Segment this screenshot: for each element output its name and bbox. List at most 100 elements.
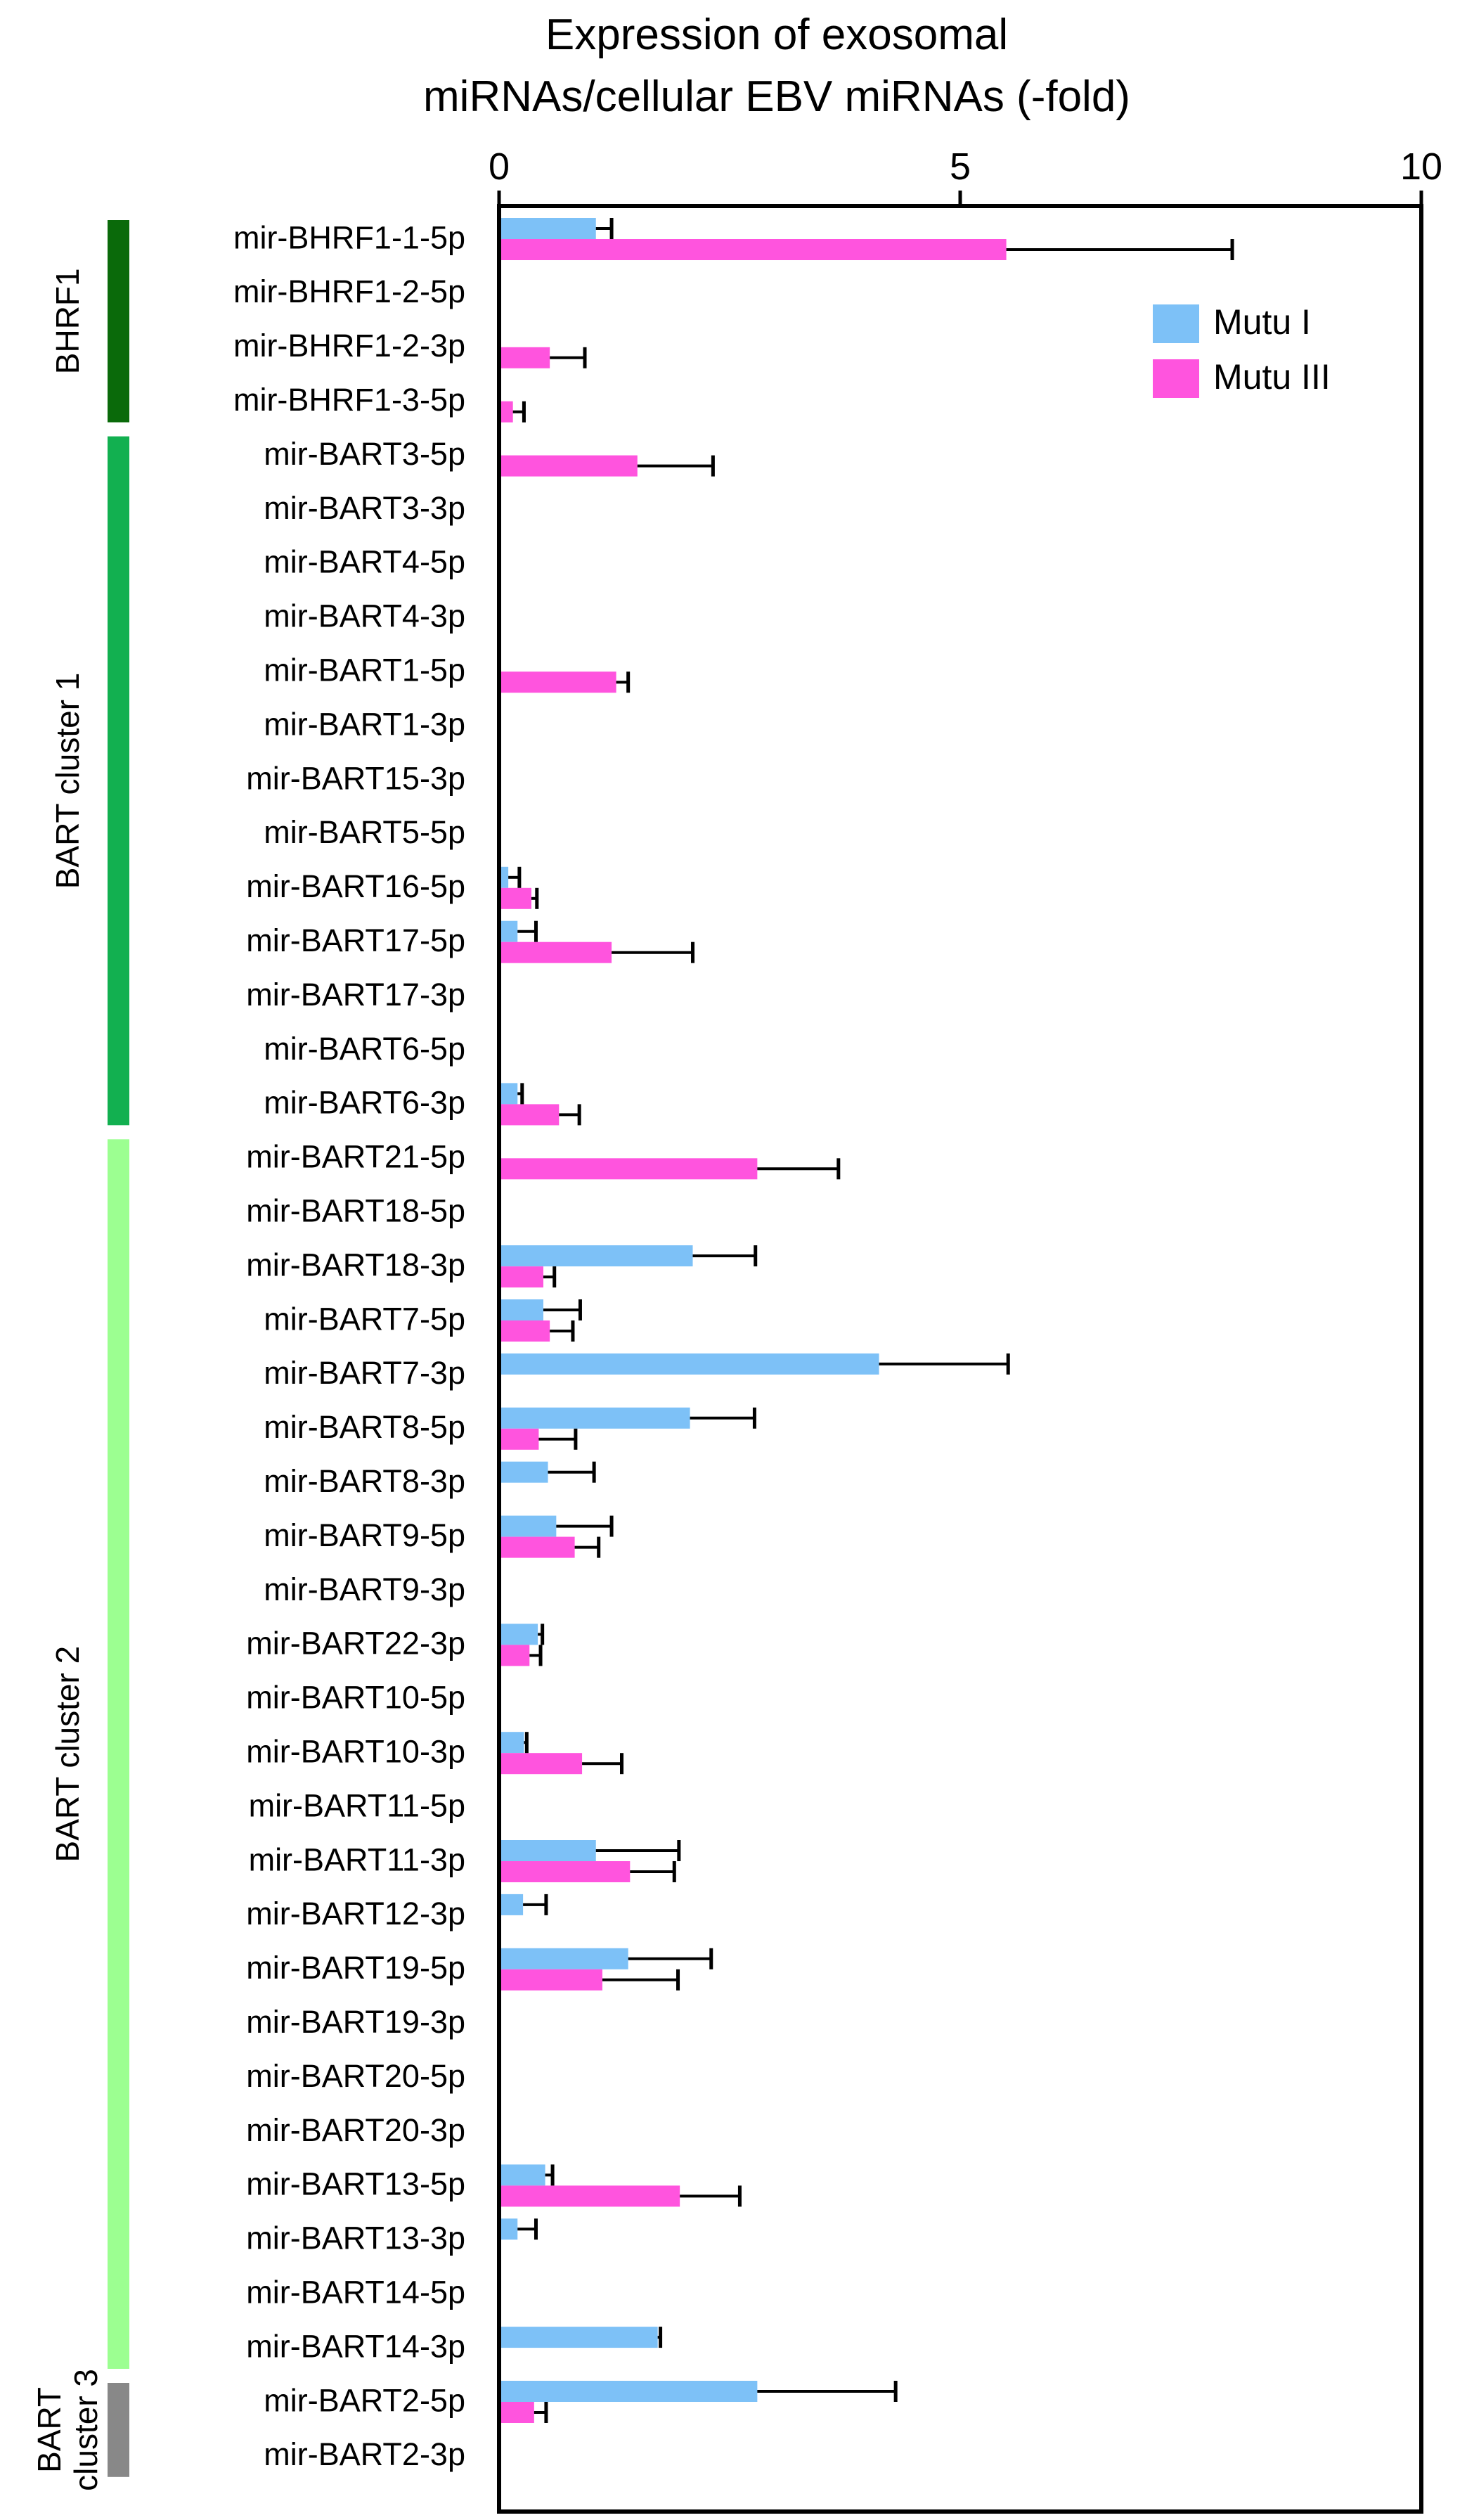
error-bar-mutu-i-mir-bart8-3p xyxy=(548,1461,596,1483)
bar-mutu-iii-mir-bhrf1-1-5p xyxy=(499,239,1007,260)
error-bar-mutu-i-mir-bart13-5p xyxy=(545,2164,555,2186)
bar-mutu-iii-mir-bhrf1-3-5p xyxy=(499,401,513,423)
category-label-mir-bart17-3p: mir-BART17-3p xyxy=(246,977,465,1012)
bar-mutu-i-mir-bart18-3p xyxy=(499,1245,693,1267)
legend-item-mutu-i: Mutu I xyxy=(1153,302,1311,343)
category-label-mir-bart3-5p: mir-BART3-5p xyxy=(264,436,465,472)
bar-mutu-i-mir-bart8-5p xyxy=(499,1407,690,1429)
plot-axes: 0 5 10 xyxy=(489,146,1442,2514)
bar-mutu-iii-mir-bart19-5p xyxy=(499,1969,602,1991)
error-bar-mutu-iii-mir-bart6-3p xyxy=(559,1104,581,1126)
bar-mutu-i-mir-bhrf1-1-5p xyxy=(499,218,596,239)
error-bar-mutu-iii-mir-bart21-5p xyxy=(757,1158,841,1180)
bar-mutu-i-mir-bart7-3p xyxy=(499,1353,879,1375)
error-bars xyxy=(508,218,1234,2423)
bar-mutu-iii-mir-bart16-5p xyxy=(499,887,531,909)
category-label-mir-bart1-5p: mir-BART1-5p xyxy=(264,652,465,688)
category-label-mir-bart13-3p: mir-BART13-3p xyxy=(246,2220,465,2256)
category-label-mir-bart14-3p: mir-BART14-3p xyxy=(246,2328,465,2364)
category-label-mir-bart9-3p: mir-BART9-3p xyxy=(264,1571,465,1607)
error-bar-mutu-i-mir-bart17-5p xyxy=(517,920,538,942)
bar-mutu-i-mir-bart6-3p xyxy=(499,1083,518,1105)
error-bar-mutu-i-mir-bart11-3p xyxy=(595,1840,681,1861)
bar-mutu-iii-mir-bhrf1-2-3p xyxy=(499,347,550,368)
bar-mutu-iii-mir-bart10-3p xyxy=(499,1753,583,1775)
error-bar-mutu-iii-mir-bart22-3p xyxy=(529,1645,543,1666)
category-label-mir-bart11-5p: mir-BART11-5p xyxy=(249,1787,465,1823)
group-bar-bart-cluster-1 xyxy=(108,436,129,1126)
bar-mutu-i-mir-bart13-3p xyxy=(499,2218,518,2240)
error-bar-mutu-iii-mir-bhrf1-3-5p xyxy=(512,401,526,423)
chart-title-line-1: Expression of exosomal xyxy=(545,11,1008,59)
error-bar-mutu-iii-mir-bart10-3p xyxy=(582,1753,623,1775)
bar-mutu-iii-mir-bart18-3p xyxy=(499,1266,543,1288)
chart-title-line-2: miRNAs/cellular EBV miRNAs (-fold) xyxy=(423,72,1130,121)
legend-item-mutu-iii: Mutu III xyxy=(1153,357,1331,398)
group-label-cluster-3: cluster 3 xyxy=(67,2369,104,2491)
category-label-mir-bart9-5p: mir-BART9-5p xyxy=(264,1517,465,1553)
error-bar-mutu-i-mir-bart12-3p xyxy=(523,1894,548,1915)
category-label-mir-bart19-3p: mir-BART19-3p xyxy=(246,2004,465,2040)
bar-mutu-i-mir-bart9-5p xyxy=(499,1515,557,1537)
error-bar-mutu-iii-mir-bart18-3p xyxy=(543,1266,557,1288)
category-label-mir-bart22-3p: mir-BART22-3p xyxy=(246,1626,465,1661)
bar-mutu-iii-mir-bart8-5p xyxy=(499,1428,539,1450)
category-label-mir-bhrf1-1-5p: mir-BHRF1-1-5p xyxy=(233,219,465,255)
bar-mutu-i-mir-bart17-5p xyxy=(499,920,518,942)
category-label-mir-bart7-3p: mir-BART7-3p xyxy=(264,1355,465,1391)
category-label-mir-bhrf1-2-5p: mir-BHRF1-2-5p xyxy=(233,274,465,309)
category-label-mir-bart8-5p: mir-BART8-5p xyxy=(264,1409,465,1445)
error-bar-mutu-i-mir-bart10-3p xyxy=(524,1732,529,1754)
error-bar-mutu-iii-mir-bart3-5p xyxy=(637,455,715,477)
error-bar-mutu-i-mir-bart22-3p xyxy=(538,1624,545,1645)
category-label-mir-bart10-3p: mir-BART10-3p xyxy=(246,1734,465,1770)
category-label-mir-bart7-5p: mir-BART7-5p xyxy=(264,1301,465,1337)
error-bar-mutu-iii-mir-bart8-5p xyxy=(538,1428,578,1450)
error-bar-mutu-i-mir-bart18-3p xyxy=(692,1245,758,1267)
category-labels: mir-BHRF1-1-5p mir-BHRF1-2-5p mir-BHRF1-2-… xyxy=(233,219,465,2472)
chart-title: Expression of exosomal miRNAs/cellular E… xyxy=(423,11,1130,121)
bar-mutu-iii-mir-bart17-5p xyxy=(499,941,612,963)
category-label-mir-bart15-3p: mir-BART15-3p xyxy=(246,760,465,796)
legend-swatch-mutu-iii xyxy=(1153,359,1199,398)
group-bar-bart-cluster-2 xyxy=(108,1139,129,2369)
category-label-mir-bart2-5p: mir-BART2-5p xyxy=(264,2382,465,2418)
bar-mutu-iii-mir-bart11-3p xyxy=(499,1861,631,1882)
bar-mutu-i-mir-bart13-5p xyxy=(499,2164,545,2186)
category-label-mir-bart4-3p: mir-BART4-3p xyxy=(264,598,465,634)
bar-mutu-i-mir-bart16-5p xyxy=(499,866,509,888)
error-bar-mutu-iii-mir-bart7-5p xyxy=(550,1320,575,1342)
group-label-bart: BART xyxy=(31,2387,67,2473)
error-bar-mutu-i-mir-bart2-5p xyxy=(757,2381,898,2402)
category-label-mir-bart4-5p: mir-BART4-5p xyxy=(264,544,465,580)
error-bar-mutu-i-mir-bart8-5p xyxy=(690,1407,756,1429)
bar-mutu-iii-mir-bart9-5p xyxy=(499,1536,575,1558)
legend-label-mutu-iii: Mutu III xyxy=(1213,357,1331,397)
bar-mutu-iii-mir-bart7-5p xyxy=(499,1320,550,1342)
data-bars xyxy=(499,218,1007,2423)
bar-mutu-iii-mir-bart21-5p xyxy=(499,1158,758,1180)
bar-mutu-i-mir-bart14-3p xyxy=(499,2327,658,2348)
category-label-mir-bart10-5p: mir-BART10-5p xyxy=(246,1680,465,1716)
error-bar-mutu-i-mir-bart9-5p xyxy=(556,1515,614,1537)
group-bar-bhrf1 xyxy=(108,220,129,423)
error-bar-mutu-iii-mir-bhrf1-1-5p xyxy=(1006,239,1234,260)
legend: Mutu I Mutu III xyxy=(1153,302,1331,398)
category-label-mir-bart8-3p: mir-BART8-3p xyxy=(264,1463,465,1499)
category-label-mir-bart5-5p: mir-BART5-5p xyxy=(264,814,465,850)
bar-mutu-iii-mir-bart22-3p xyxy=(499,1645,530,1666)
x-tick-label-5: 5 xyxy=(950,146,971,188)
category-label-mir-bart17-5p: mir-BART17-5p xyxy=(246,922,465,958)
category-label-mir-bart20-3p: mir-BART20-3p xyxy=(246,2112,465,2148)
bar-mutu-iii-mir-bart1-5p xyxy=(499,671,616,693)
error-bar-mutu-i-mir-bhrf1-1-5p xyxy=(595,218,614,239)
error-bar-mutu-i-mir-bart14-3p xyxy=(657,2327,663,2348)
error-bar-mutu-iii-mir-bart13-5p xyxy=(680,2185,742,2207)
legend-label-mutu-i: Mutu I xyxy=(1213,302,1311,342)
error-bar-mutu-iii-mir-bart16-5p xyxy=(531,887,539,909)
bar-mutu-i-mir-bart19-5p xyxy=(499,1948,628,1969)
group-bar-bart-cluster-3 xyxy=(108,2383,129,2477)
error-bar-mutu-i-mir-bart7-3p xyxy=(879,1353,1010,1375)
category-label-mir-bart12-3p: mir-BART12-3p xyxy=(246,1896,465,1931)
